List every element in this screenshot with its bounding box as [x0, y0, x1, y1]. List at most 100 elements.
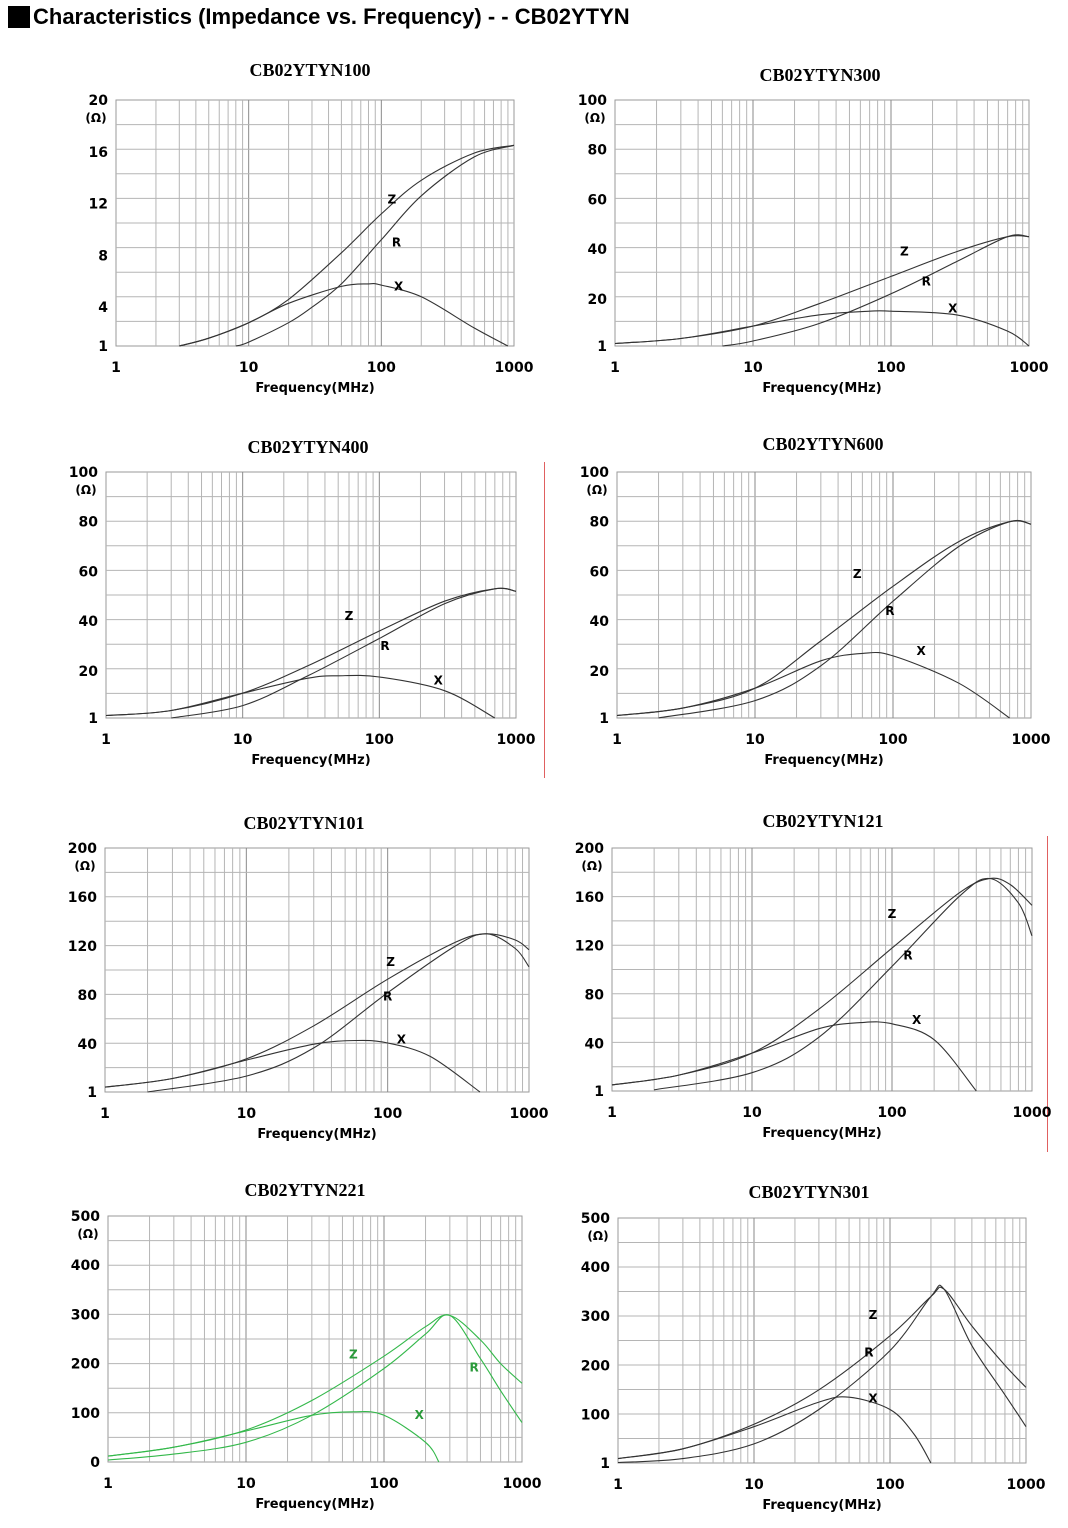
series-label-z: Z [349, 1348, 358, 1362]
y-tick-label: 20 [89, 93, 109, 109]
x-tick-label: 10 [743, 360, 763, 376]
y-tick-label: 16 [89, 145, 108, 161]
x-tick-label: 1 [111, 360, 121, 376]
series-line-x [614, 310, 1030, 347]
series-label-x: X [868, 1392, 878, 1406]
title-square-icon [8, 6, 30, 28]
x-axis-label: Frequency(MHz) [764, 753, 883, 768]
series-line-r [107, 1314, 523, 1461]
chart-cb02ytyn301: CB02YTYN301 1 100 200 300 400 500 (Ω) 1 10 100 1000… [581, 1182, 1046, 1513]
y-tick-label: 100 [71, 1406, 100, 1422]
x-axis-label: Frequency(MHz) [255, 1497, 374, 1512]
y-unit-label: (Ω) [587, 1229, 608, 1243]
x-tick-label: 1 [610, 360, 620, 376]
series-label-z: Z [345, 609, 354, 623]
chart-title: CB02YTYN600 [762, 434, 883, 454]
series-label-z: Z [900, 245, 909, 259]
y-tick-label: 20 [79, 664, 99, 680]
y-tick-label: 80 [590, 515, 610, 531]
series-line-x [107, 1411, 440, 1463]
y-unit-label: (Ω) [75, 483, 96, 497]
x-tick-label: 100 [875, 1477, 904, 1493]
y-unit-label: (Ω) [85, 111, 106, 125]
y-tick-label: 300 [581, 1309, 610, 1325]
chart-title: CB02YTYN301 [748, 1182, 869, 1202]
y-tick-label: 400 [581, 1260, 610, 1276]
chart-cb02ytyn300: CB02YTYN300 1 20 40 60 80 100 (Ω) 1 10 100 1000 Freq… [578, 65, 1049, 396]
y-tick-label: 160 [68, 890, 97, 906]
divider-line [544, 462, 545, 778]
series-line-r [617, 1284, 1027, 1464]
y-tick-label: 60 [590, 564, 610, 580]
series-line-x [105, 674, 496, 719]
series-line-r [147, 933, 530, 1093]
series-label-x: X [912, 1013, 922, 1027]
y-tick-label: 400 [71, 1258, 100, 1274]
y-unit-label: (Ω) [77, 1227, 98, 1241]
y-tick-label: 1 [599, 711, 609, 727]
x-axis-label: Frequency(MHz) [762, 1126, 881, 1141]
series-label-z: Z [869, 1308, 878, 1322]
y-tick-label: 40 [78, 1037, 98, 1053]
y-tick-label: 40 [588, 242, 608, 258]
series-label-r: R [470, 1361, 479, 1375]
x-tick-label: 1 [103, 1476, 113, 1492]
chart-title: CB02YTYN300 [759, 65, 880, 85]
y-tick-label: 60 [588, 192, 608, 208]
series-label-z: Z [888, 907, 897, 921]
y-tick-label: 80 [588, 143, 608, 159]
y-tick-label: 1 [597, 339, 607, 355]
x-tick-label: 10 [744, 1477, 764, 1493]
x-tick-label: 1000 [1010, 360, 1049, 376]
y-tick-label: 0 [90, 1455, 100, 1471]
chart-cb02ytyn221: CB02YTYN221 0 100 200 300 400 500 (Ω) 1 10 100 1000… [71, 1180, 542, 1512]
series-label-x: X [434, 674, 444, 688]
y-tick-label: 80 [79, 515, 99, 531]
chart-cb02ytyn100: CB02YTYN100 1 4 8 12 16 20 (Ω) 1 10 100 1000 Frequen… [85, 60, 533, 396]
chart-cb02ytyn600: CB02YTYN600 1 20 40 60 80 100 (Ω) 1 10 100 1000 Freq… [580, 434, 1051, 768]
y-tick-label: 200 [68, 841, 97, 857]
series-line-r [654, 877, 1033, 1091]
y-tick-label: 20 [588, 292, 608, 308]
x-tick-label: 100 [373, 1106, 402, 1122]
x-tick-label: 1 [613, 1477, 623, 1493]
y-tick-label: 1 [594, 1084, 604, 1100]
x-tick-label: 100 [876, 360, 905, 376]
series-label-r: R [864, 1346, 873, 1360]
chart-title: CB02YTYN221 [244, 1180, 365, 1200]
y-tick-label: 100 [69, 465, 98, 481]
x-tick-label: 1000 [497, 732, 536, 748]
y-tick-label: 120 [575, 939, 604, 955]
y-tick-label: 60 [79, 564, 99, 580]
y-tick-label: 1 [88, 711, 98, 727]
series-label-x: X [917, 644, 927, 658]
y-tick-label: 1 [600, 1456, 610, 1472]
x-tick-label: 1000 [1013, 1105, 1052, 1121]
y-tick-label: 200 [581, 1358, 610, 1374]
x-tick-label: 10 [237, 1106, 257, 1122]
chart-cb02ytyn101: CB02YTYN101 1 40 80 120 160 200 (Ω) 1 10 100 1000 Fr… [68, 813, 549, 1142]
series-label-z: Z [387, 193, 396, 207]
x-axis-label: Frequency(MHz) [255, 381, 374, 396]
y-tick-label: 20 [590, 664, 610, 680]
y-tick-label: 80 [78, 988, 98, 1004]
series-line-x [104, 1039, 481, 1093]
chart-cb02ytyn400: CB02YTYN400 1 20 40 60 80 100 (Ω) 1 10 100 1000 Freq… [69, 437, 536, 768]
series-label-x: X [397, 1032, 407, 1046]
x-tick-label: 1 [101, 732, 111, 748]
x-tick-label: 1000 [1007, 1477, 1046, 1493]
x-tick-label: 100 [877, 1105, 906, 1121]
x-tick-label: 1 [100, 1106, 110, 1122]
y-unit-label: (Ω) [586, 483, 607, 497]
series-label-z: Z [386, 955, 395, 969]
x-axis-label: Frequency(MHz) [251, 753, 370, 768]
page-title-text: Characteristics (Impedance vs. Frequency… [33, 4, 630, 29]
chart-title: CB02YTYN100 [249, 60, 370, 80]
y-tick-label: 100 [580, 465, 609, 481]
y-tick-label: 40 [79, 614, 99, 630]
series-label-x: X [415, 1408, 425, 1422]
y-tick-label: 500 [581, 1211, 610, 1227]
x-tick-label: 10 [745, 732, 765, 748]
y-tick-label: 200 [71, 1357, 100, 1373]
